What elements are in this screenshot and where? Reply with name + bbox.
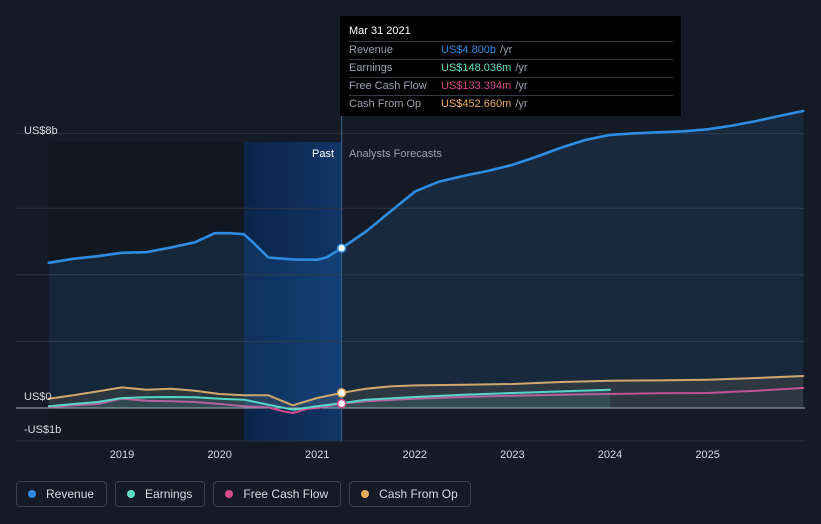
tooltip-row-cash-from-op: Cash From Op US$452.660m /yr — [349, 95, 673, 113]
cash-from-op-marker — [336, 388, 347, 398]
x-tick-label: 2025 — [695, 449, 719, 461]
x-tick-label: 2022 — [403, 449, 427, 461]
forecast-label: Analysts Forecasts — [349, 148, 442, 160]
x-tick-label: 2019 — [110, 449, 134, 461]
legend-item-cash-from-op[interactable]: Cash From Op — [349, 481, 471, 507]
tooltip: Mar 31 2021 Revenue US$4.800b /yr Earnin… — [340, 16, 681, 116]
tooltip-row-earnings: Earnings US$148.036m /yr — [349, 59, 673, 77]
y-axis-zero-label: US$0 — [24, 391, 52, 403]
x-tick-label: 2023 — [500, 449, 524, 461]
tooltip-value: US$148.036m — [441, 62, 512, 74]
earnings-line — [47, 388, 611, 411]
tooltip-label: Free Cash Flow — [349, 80, 427, 92]
tooltip-unit: /yr — [500, 44, 513, 56]
cash-from-op-line — [47, 375, 805, 407]
legend-label: Cash From Op — [379, 487, 458, 501]
legend: Revenue Earnings Free Cash Flow Cash Fro… — [16, 481, 471, 507]
tooltip-label: Earnings — [349, 62, 393, 74]
tooltip-label: Revenue — [349, 44, 394, 56]
revenue-dot-icon — [28, 490, 36, 498]
legend-label: Earnings — [145, 487, 193, 501]
free-cash-flow-marker — [336, 398, 347, 409]
legend-item-earnings[interactable]: Earnings — [115, 481, 206, 507]
tooltip-value: US$4.800b — [441, 44, 497, 56]
earnings-dot-icon — [127, 490, 136, 498]
tooltip-row-free-cash-flow: Free Cash Flow US$133.394m /yr — [349, 77, 673, 95]
free-cash-flow-dot-icon — [225, 490, 234, 498]
x-tick-label: 2021 — [305, 449, 329, 461]
tooltip-row-revenue: Revenue US$4.800b /yr — [349, 41, 673, 59]
x-tick-label: 2020 — [207, 449, 231, 461]
tooltip-label: Cash From Op — [349, 98, 422, 110]
free-cash-flow-line — [47, 387, 805, 414]
y-axis-bottom-label: -US$1b — [24, 424, 61, 436]
legend-label: Revenue — [46, 487, 95, 501]
y-axis-top-label: US$8b — [24, 125, 58, 137]
past-highlight-band — [244, 142, 342, 441]
tooltip-value: US$452.660m — [441, 98, 512, 110]
revenue-line — [47, 109, 805, 265]
tooltip-date: Mar 31 2021 — [349, 25, 411, 37]
past-label: Past — [312, 148, 334, 160]
tooltip-unit: /yr — [515, 62, 528, 74]
tooltip-unit: /yr — [515, 80, 528, 92]
legend-item-revenue[interactable]: Revenue — [16, 481, 108, 507]
tooltip-value: US$133.394m — [441, 80, 512, 92]
legend-item-free-cash-flow[interactable]: Free Cash Flow — [213, 481, 342, 507]
legend-label: Free Cash Flow — [243, 487, 329, 501]
x-tick-label: 2024 — [598, 449, 622, 461]
tooltip-unit: /yr — [515, 98, 528, 110]
cash-from-op-dot-icon — [361, 490, 370, 498]
revenue-area — [48, 111, 804, 408]
revenue-marker — [336, 243, 347, 253]
past-shade — [48, 142, 244, 441]
